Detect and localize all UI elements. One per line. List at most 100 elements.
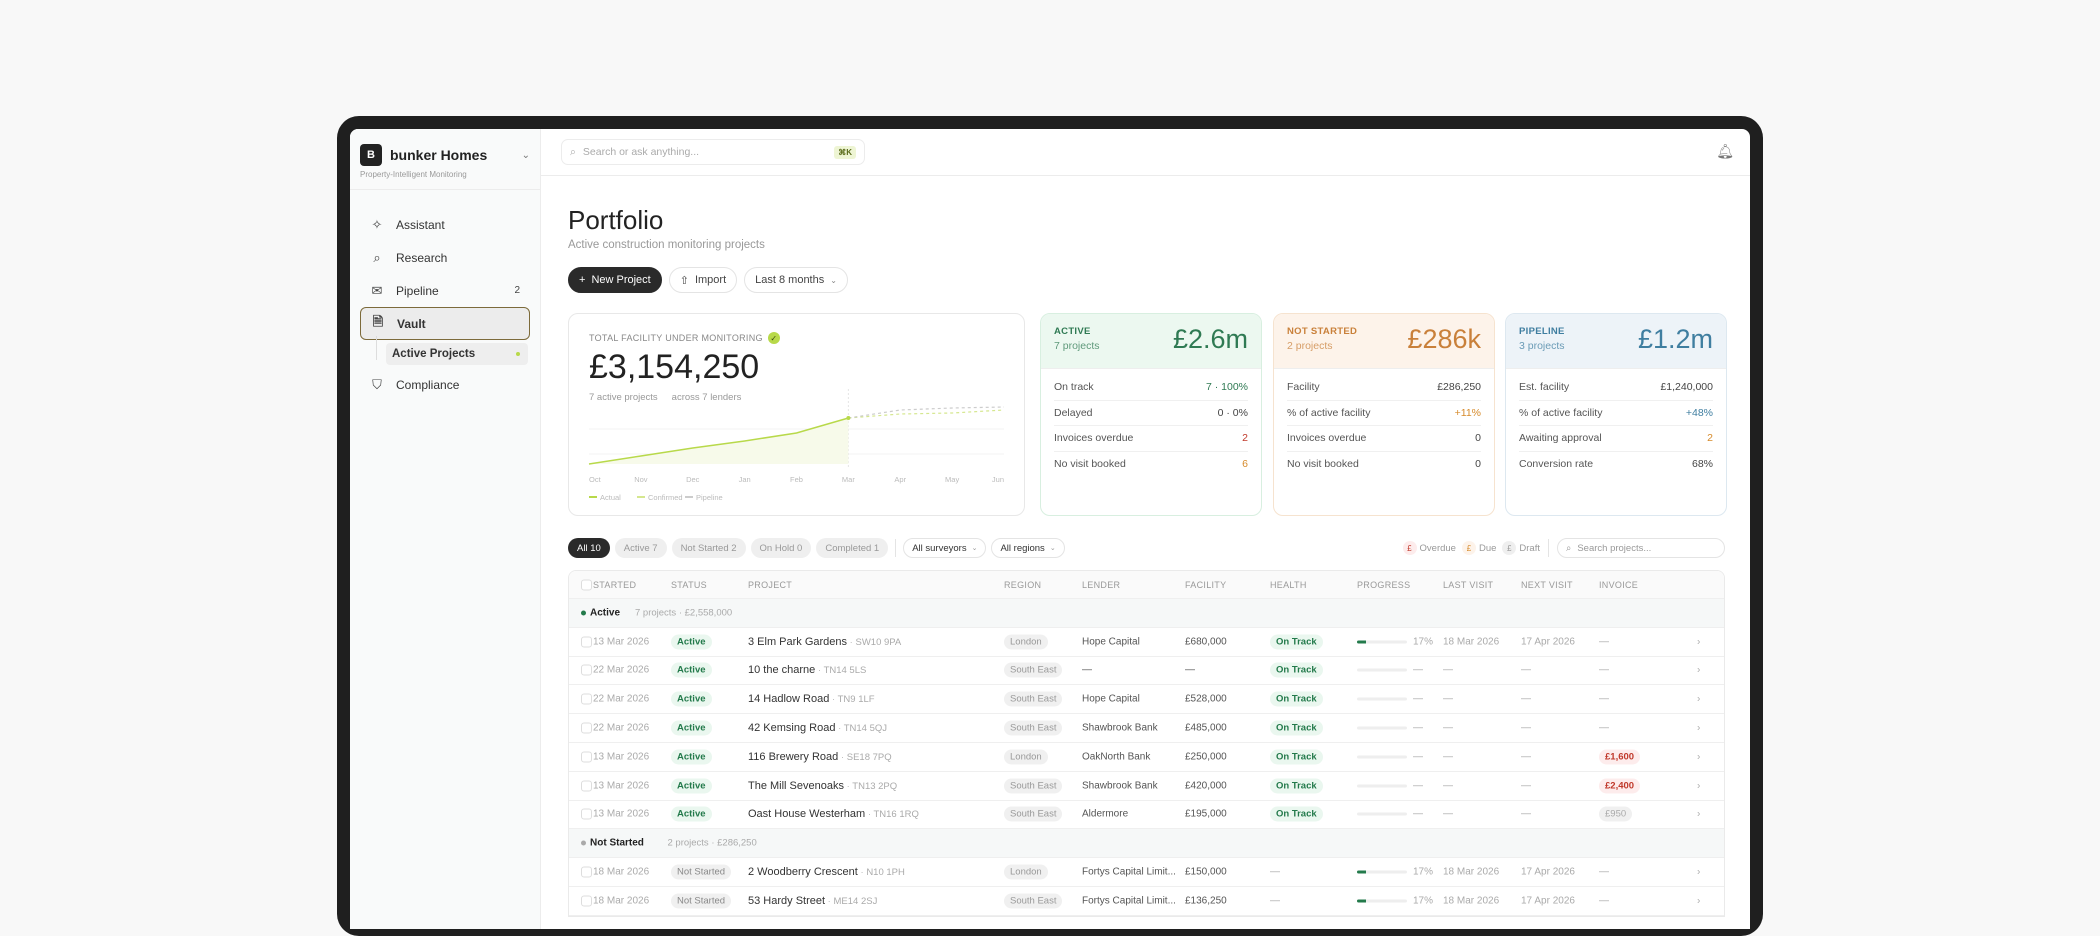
project-cell[interactable]: 2 Woodberry Crescent · N10 1PH bbox=[748, 866, 905, 878]
chevron-right-icon[interactable]: › bbox=[1697, 723, 1700, 734]
stat-row: % of active facility+11% bbox=[1287, 401, 1481, 427]
row-checkbox[interactable] bbox=[581, 751, 592, 762]
row-checkbox[interactable] bbox=[581, 694, 592, 705]
chevron-right-icon[interactable]: › bbox=[1697, 867, 1700, 878]
project-search-input[interactable]: ⌕Search projects... bbox=[1557, 538, 1725, 558]
invoice-badge[interactable]: £950 bbox=[1599, 807, 1632, 822]
chevron-right-icon[interactable]: › bbox=[1697, 665, 1700, 676]
row-checkbox[interactable] bbox=[581, 665, 592, 676]
project-cell[interactable]: 3 Elm Park Gardens · SW10 9PA bbox=[748, 636, 901, 648]
new-project-button[interactable]: +New Project bbox=[568, 267, 662, 293]
lender: — bbox=[1082, 665, 1092, 676]
filter-chip-completed[interactable]: Completed 1 bbox=[816, 538, 888, 558]
row-checkbox[interactable] bbox=[581, 723, 592, 734]
separator: · bbox=[838, 752, 846, 763]
column-header-project[interactable]: PROJECT bbox=[748, 580, 792, 590]
chevron-right-icon[interactable]: › bbox=[1697, 780, 1700, 791]
filter-chip-all[interactable]: All 10 bbox=[568, 538, 610, 558]
legend-label: Pipeline bbox=[696, 493, 723, 502]
project-cell[interactable]: The Mill Sevenoaks · TN13 2PQ bbox=[748, 780, 897, 792]
import-button[interactable]: ⇧Import bbox=[669, 267, 737, 293]
sidebar-item-research[interactable]: ⌕Research bbox=[360, 241, 530, 274]
row-checkbox[interactable] bbox=[581, 809, 592, 820]
invoice-badge[interactable]: £2,400 bbox=[1599, 778, 1640, 793]
lender: Aldermore bbox=[1082, 809, 1128, 820]
column-header-facility[interactable]: FACILITY bbox=[1185, 580, 1226, 590]
sidebar-item-vault[interactable]: 🗎Vault bbox=[360, 307, 530, 340]
legend-label: Overdue bbox=[1420, 543, 1456, 554]
column-header-invoice[interactable]: INVOICE bbox=[1599, 580, 1638, 590]
project-cell[interactable]: 53 Hardy Street · ME14 2SJ bbox=[748, 895, 877, 907]
stat-row-label: Facility bbox=[1287, 381, 1320, 393]
surveyors-select[interactable]: All surveyors⌄ bbox=[903, 538, 986, 558]
chevron-right-icon[interactable]: › bbox=[1697, 636, 1700, 647]
filter-chip-on-hold[interactable]: On Hold 0 bbox=[751, 538, 812, 558]
x-tick-label: Oct bbox=[589, 475, 602, 484]
workspace-switcher[interactable]: B bunker Homes ⌄ bbox=[350, 129, 540, 166]
chevron-right-icon[interactable]: › bbox=[1697, 751, 1700, 762]
column-header-progress[interactable]: PROGRESS bbox=[1357, 580, 1410, 590]
postcode: ME14 2SJ bbox=[834, 896, 878, 907]
project-cell[interactable]: 42 Kemsing Road · TN14 5QJ bbox=[748, 722, 887, 734]
column-header-lender[interactable]: LENDER bbox=[1082, 580, 1120, 590]
chevron-right-icon[interactable]: › bbox=[1697, 694, 1700, 705]
topbar: ⌕Search or ask anything...⌘K 🔔︎ bbox=[541, 129, 1750, 176]
column-header-next-visit[interactable]: NEXT VISIT bbox=[1521, 580, 1573, 590]
row-checkbox[interactable] bbox=[581, 780, 592, 791]
project-cell[interactable]: 14 Hadlow Road · TN9 1LF bbox=[748, 693, 875, 705]
filter-chip-not-started[interactable]: Not Started 2 bbox=[672, 538, 746, 558]
column-header-started[interactable]: STARTED bbox=[593, 580, 636, 590]
row-checkbox[interactable] bbox=[581, 895, 592, 906]
select-value: Last 8 months bbox=[755, 274, 824, 286]
select-all-checkbox[interactable] bbox=[581, 579, 592, 590]
progress-label: — bbox=[1413, 665, 1423, 676]
project-cell[interactable]: 116 Brewery Road · SE18 7PQ bbox=[748, 751, 892, 763]
column-header-health[interactable]: HEALTH bbox=[1270, 580, 1307, 590]
separator: · bbox=[829, 694, 837, 705]
search-input[interactable]: ⌕Search or ask anything...⌘K bbox=[561, 139, 865, 165]
progress-label: — bbox=[1413, 694, 1423, 705]
invoice-badge[interactable]: £1,600 bbox=[1599, 749, 1640, 764]
column-header-region[interactable]: REGION bbox=[1004, 580, 1041, 590]
lender: Fortys Capital Limit... bbox=[1082, 867, 1176, 878]
column-header-status[interactable]: STATUS bbox=[671, 580, 707, 590]
separator: · bbox=[815, 665, 823, 676]
chevron-right-icon[interactable]: › bbox=[1697, 809, 1700, 820]
date-range-select[interactable]: Last 8 months⌄ bbox=[744, 267, 848, 293]
row-checkbox[interactable] bbox=[581, 867, 592, 878]
chevron-right-icon[interactable]: › bbox=[1697, 895, 1700, 906]
project-cell[interactable]: 10 the charne · TN14 5LS bbox=[748, 664, 866, 676]
column-header-last-visit[interactable]: LAST VISIT bbox=[1443, 580, 1493, 590]
project-name: The Mill Sevenoaks bbox=[748, 780, 844, 792]
sidebar-item-compliance[interactable]: ⛉Compliance bbox=[360, 368, 530, 401]
invoice-badge: — bbox=[1599, 694, 1609, 705]
x-tick-label: Nov bbox=[634, 475, 648, 484]
sidebar-item-assistant[interactable]: ✧Assistant bbox=[360, 208, 530, 241]
search-placeholder: Search projects... bbox=[1577, 543, 1651, 554]
bell-icon[interactable]: 🔔︎ bbox=[1716, 143, 1734, 160]
project-cell[interactable]: Oast House Westerham · TN16 1RQ bbox=[748, 808, 919, 820]
progress-bar bbox=[1357, 669, 1407, 672]
sparkle-icon: ✧ bbox=[370, 217, 384, 233]
region-badge: London bbox=[1004, 749, 1048, 764]
row-checkbox[interactable] bbox=[581, 636, 592, 647]
sidebar-subitem-active-projects[interactable]: Active Projects bbox=[386, 343, 528, 365]
filter-chip-active[interactable]: Active 7 bbox=[615, 538, 667, 558]
regions-select[interactable]: All regions⌄ bbox=[991, 538, 1064, 558]
